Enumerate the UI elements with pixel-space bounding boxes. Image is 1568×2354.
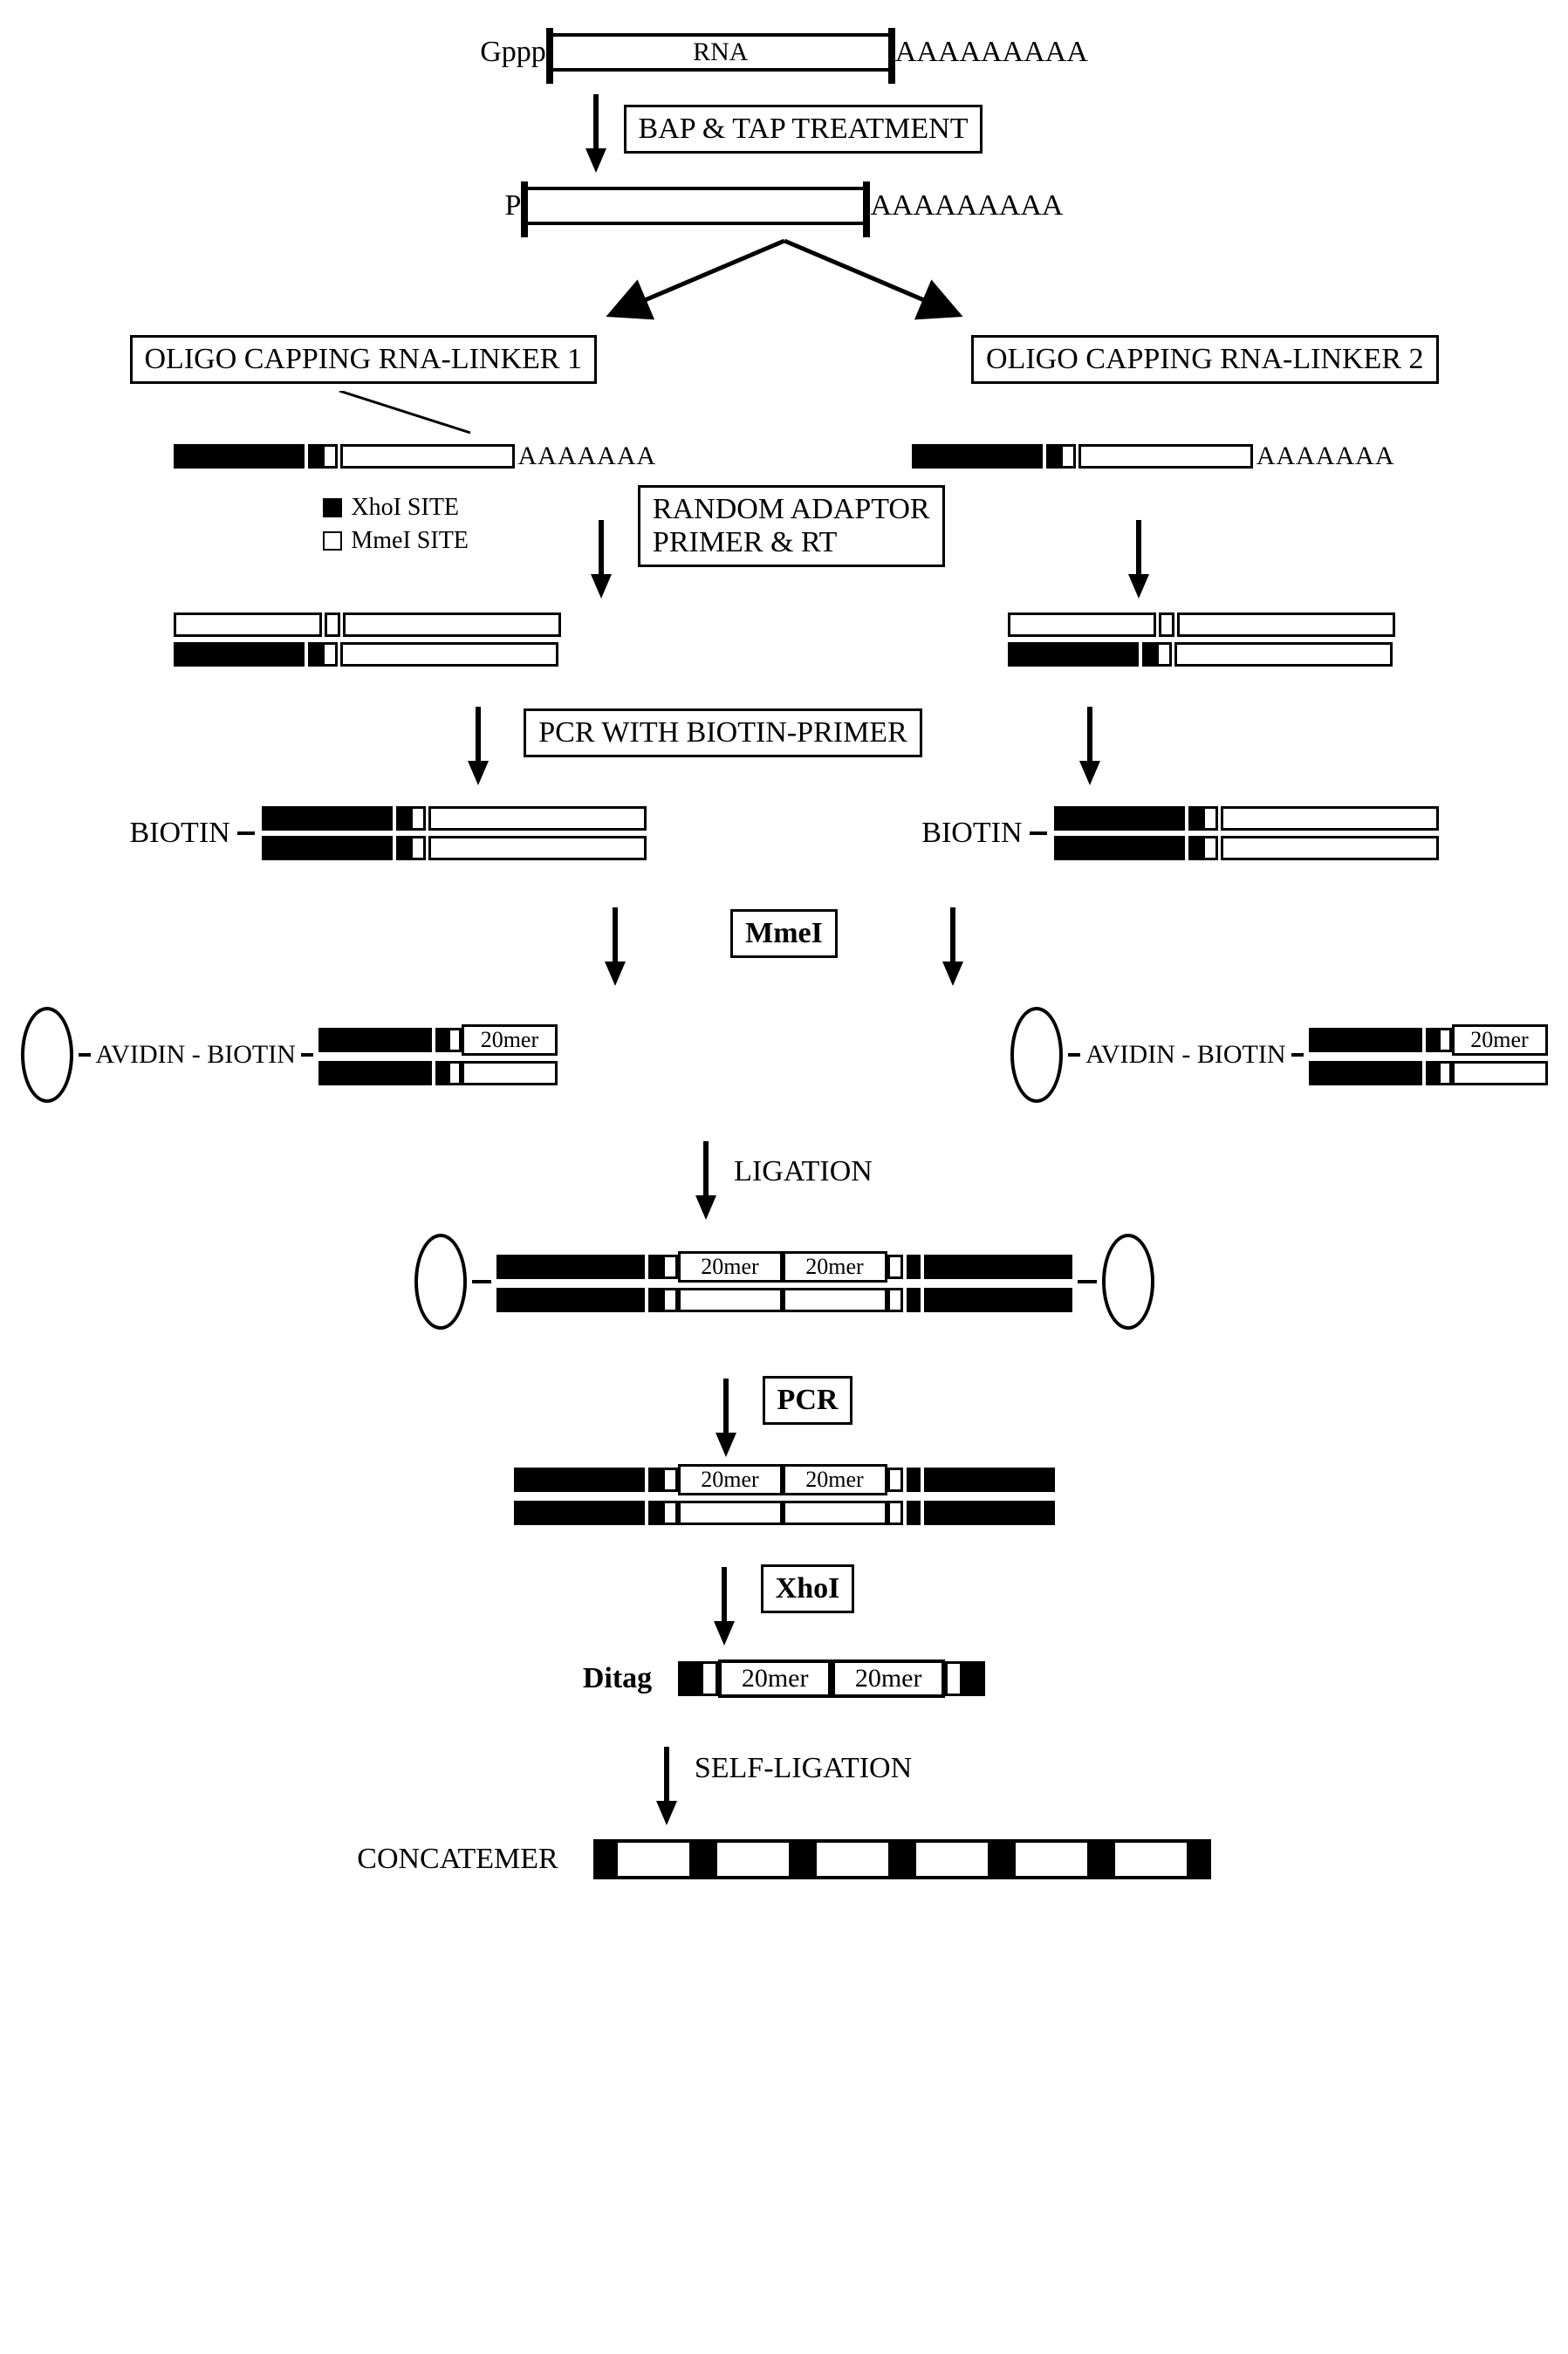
ditag-row: Ditag 20mer 20mer <box>583 1659 985 1698</box>
twentymer-label: 20mer <box>1452 1024 1548 1056</box>
bead-icon <box>1010 1007 1063 1103</box>
legend-swatch-empty <box>323 531 342 551</box>
step-3-decapped-rna: P AAAAAAAAA <box>505 187 1064 225</box>
bead-icon <box>21 1007 73 1103</box>
mmei-row: MmeI <box>174 881 1395 986</box>
ligated-construct: 20mer 20mer <box>414 1234 1154 1330</box>
ds-cdna-1 <box>174 612 561 667</box>
arrow-icon <box>942 961 963 986</box>
arrow-icon <box>591 574 612 599</box>
phosphate-label: P <box>505 189 522 222</box>
biotin-label: BIOTIN <box>130 817 230 850</box>
ds-cdna-2 <box>1008 612 1395 667</box>
biotin-label: BIOTIN <box>921 817 1022 850</box>
arrow-icon <box>716 1433 736 1457</box>
arrow-icon <box>695 1195 716 1220</box>
legend-mmei: MmeI SITE <box>351 527 469 555</box>
leader-line <box>130 391 1439 435</box>
ligation-label: LIGATION <box>734 1155 873 1188</box>
self-ligation-row: SELF-LIGATION <box>656 1712 912 1825</box>
ditag-label: Ditag <box>583 1662 652 1695</box>
concatemer-label: CONCATEMER <box>357 1843 558 1876</box>
legend-swatch-filled <box>323 498 342 517</box>
twentymer-label: 20mer <box>678 1251 783 1283</box>
branch-arrows <box>392 232 1177 328</box>
arrow-icon <box>656 1801 677 1825</box>
avidin-biotin-label: AVIDIN - BIOTIN <box>1085 1040 1285 1070</box>
avidin-biotin-2: AVIDIN - BIOTIN 20mer <box>1010 1007 1547 1103</box>
rna-label: RNA <box>693 38 748 67</box>
twentymer-label: 20mer <box>462 1024 558 1056</box>
arrow-icon <box>605 961 626 986</box>
cap-label: Gppp <box>480 36 546 69</box>
avidin-biotin-row: AVIDIN - BIOTIN 20mer AVID <box>21 1000 1548 1110</box>
twentymer-label: 20mer <box>718 1659 832 1698</box>
polya-label: AAAAAAAAA <box>870 189 1063 222</box>
biotin-ds-1: BIOTIN <box>130 806 647 860</box>
bead-icon <box>414 1234 467 1330</box>
linker-2-label: OLIGO CAPPING RNA-LINKER 2 <box>971 335 1438 384</box>
ligation-row: LIGATION <box>695 1124 873 1220</box>
arrow-icon <box>714 1621 735 1646</box>
mmei-label: MmeI <box>730 909 838 958</box>
arrow-icon <box>1079 761 1100 785</box>
twentymer-label: 20mer <box>783 1464 887 1495</box>
ditag-bar: 20mer 20mer <box>678 1659 985 1698</box>
linked-rna-row: AAAAAAA AAAAAAA <box>174 441 1395 471</box>
rt-label: RANDOM ADAPTOR PRIMER & RT <box>638 485 945 567</box>
linker-1-label: OLIGO CAPPING RNA-LINKER 1 <box>130 335 597 384</box>
rna-bar: RNA <box>546 33 895 72</box>
linker-labels-row: OLIGO CAPPING RNA-LINKER 1 OLIGO CAPPING… <box>130 335 1439 384</box>
xhoi-row: XhoI <box>714 1532 855 1646</box>
pcr-label: PCR <box>763 1376 853 1425</box>
xhoi-label: XhoI <box>761 1564 855 1613</box>
biotin-ds-2: BIOTIN <box>921 806 1438 860</box>
linked-rna-2: AAAAAAA <box>912 441 1395 471</box>
avidin-biotin-1: AVIDIN - BIOTIN 20mer <box>21 1007 558 1103</box>
twentymer-label: 20mer <box>678 1464 783 1495</box>
biotin-ds-row: BIOTIN BIOTIN <box>130 799 1439 867</box>
legend-xhoi: XhoI SITE <box>351 494 459 522</box>
rna-bar <box>521 187 870 225</box>
bap-tap-label: BAP & TAP TREATMENT <box>624 105 983 154</box>
polya-label: AAAAAAA <box>518 441 657 471</box>
avidin-biotin-label: AVIDIN - BIOTIN <box>96 1040 296 1070</box>
site-legend: XhoI SITE MmeI SITE <box>323 494 469 555</box>
pcr-biotin-label: PCR WITH BIOTIN-PRIMER <box>524 708 922 757</box>
legend-rt-row: XhoI SITE MmeI SITE RANDOM ADAPTOR PRIME… <box>130 485 1439 599</box>
arrow-icon <box>468 761 489 785</box>
pcr-product: 20mer 20mer <box>514 1464 1055 1525</box>
linked-rna-1: AAAAAAA <box>174 441 657 471</box>
polya-label: AAAAAAAAA <box>895 36 1088 69</box>
arrow-icon <box>585 148 606 173</box>
flowchart: Gppp RNA AAAAAAAAA BAP & TAP TREATMENT P… <box>26 26 1542 1886</box>
concatemer-bar <box>593 1839 1211 1879</box>
concatemer-row: CONCATEMER <box>357 1839 1210 1879</box>
ds-cdna-row <box>174 612 1395 667</box>
bead-icon <box>1102 1234 1154 1330</box>
step-2-treatment: BAP & TAP TREATMENT <box>585 86 983 173</box>
pcr-biotin-row: PCR WITH BIOTIN-PRIMER <box>174 681 1395 785</box>
self-ligation-label: SELF-LIGATION <box>695 1752 912 1785</box>
polya-label: AAAAAAA <box>1256 441 1395 471</box>
twentymer-label: 20mer <box>832 1659 945 1698</box>
twentymer-label: 20mer <box>783 1251 887 1283</box>
step-1-capped-rna: Gppp RNA AAAAAAAAA <box>480 33 1088 72</box>
arrow-icon <box>1128 574 1149 599</box>
pcr-row: PCR <box>716 1344 853 1457</box>
